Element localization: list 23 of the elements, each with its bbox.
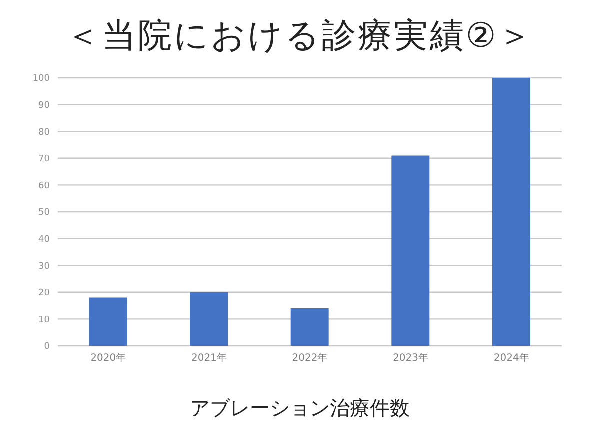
x-axis-title: アブレーション治療件数 [189,395,411,422]
x-tick-label: 2022年 [292,352,328,364]
bar [290,308,329,346]
bar [492,78,530,346]
bar [89,298,128,346]
y-tick-label: 40 [38,234,50,245]
y-tick-label: 30 [38,262,50,272]
x-tick-label: 2020年 [90,352,126,364]
y-tick-label: 10 [38,315,50,326]
x-tick-label: 2024年 [494,352,530,364]
y-tick-label: 0 [44,342,50,352]
y-tick-label: 100 [32,74,50,84]
bar [392,156,430,346]
x-tick-label: 2021年 [191,352,227,364]
x-tick-label: 2023年 [393,352,429,364]
y-tick-label: 70 [38,154,50,165]
y-tick-label: 20 [38,288,50,299]
y-tick-label: 90 [38,100,50,111]
y-tick-label: 60 [38,181,50,192]
y-tick-label: 50 [38,208,50,218]
y-tick-label: 80 [38,128,50,138]
chart-title: ＜当院における診療実績②＞ [64,15,536,58]
bar [190,292,228,346]
